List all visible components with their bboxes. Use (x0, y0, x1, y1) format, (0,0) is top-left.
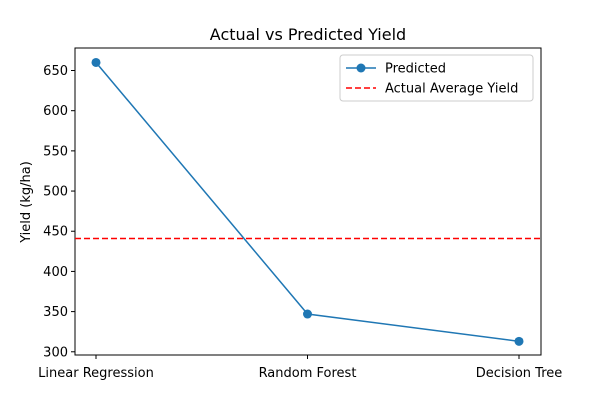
y-tick-label: 550 (43, 144, 68, 159)
series-line-predicted (95, 61, 520, 343)
x-tick-label: Decision Tree (476, 366, 563, 381)
y-tick-label: 600 (43, 104, 68, 119)
x-tick-label: Random Forest (259, 366, 357, 381)
legend-predicted-label: Predicted (385, 62, 446, 77)
y-tick-label: 650 (43, 64, 68, 79)
y-axis-ticks: 300 350 400 450 500 550 600 650 (43, 64, 75, 360)
data-point-predicted (303, 309, 312, 319)
series-group (91, 57, 524, 346)
data-point-predicted (514, 336, 524, 346)
y-tick-label: 300 (43, 345, 68, 360)
y-tick-label: 400 (43, 265, 68, 280)
chart-title: Actual vs Predicted Yield (210, 25, 406, 44)
y-tick-label: 450 (43, 225, 68, 240)
x-axis-ticks: Linear Regression Random Forest Decision T… (38, 355, 562, 381)
legend-box (339, 54, 534, 102)
y-tick-label: 500 (43, 185, 68, 200)
data-point-predicted (91, 57, 101, 67)
legend: Predicted Actual Average Yield (339, 54, 534, 102)
x-tick-label: Linear Regression (38, 366, 154, 381)
legend-actual-label: Actual Average Yield (385, 82, 518, 97)
y-tick-label: 350 (43, 305, 68, 320)
legend-predicted-marker (356, 63, 366, 73)
y-axis-label: Yield (kg/ha) (19, 161, 34, 244)
